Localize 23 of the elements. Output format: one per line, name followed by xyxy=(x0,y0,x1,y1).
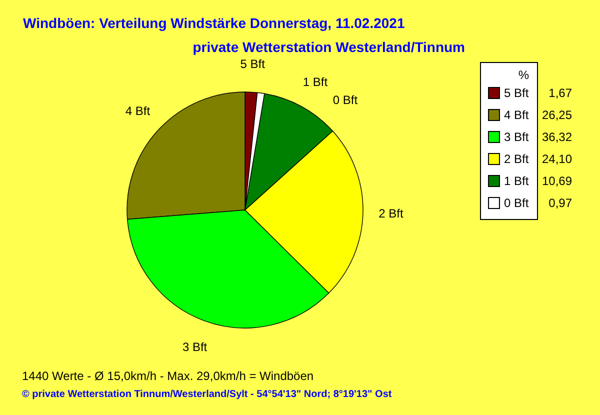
category-label: 0 Bft xyxy=(332,92,358,107)
data-label: 36,32 xyxy=(542,130,572,144)
legend-label: 4 Bft xyxy=(504,108,530,122)
data-label: 0,97 xyxy=(548,196,572,210)
text: © private Wetterstation Tinnum/Westerland/Sylt - 54°54'13" Nord; 8°19'13" Ost xyxy=(22,389,392,400)
legend-label: 1 Bft xyxy=(504,174,530,188)
legend-label: 0 Bft xyxy=(504,196,530,210)
data-label: 26,25 xyxy=(542,108,572,122)
chart-subtitle: private Wetterstation Westerland/Tinnum xyxy=(192,39,465,55)
slice-label: 2 Bft xyxy=(378,206,404,220)
data-label: 1,67 xyxy=(548,86,572,100)
slice-label: 1 Bft xyxy=(302,74,328,89)
legend-label: 2 Bft xyxy=(504,152,530,166)
chart-title: Windböen: Verteilung Windstärke Donnerstag, 11.02.2021 xyxy=(23,15,405,31)
data-label: 10,69 xyxy=(542,174,572,188)
slice-label: 4 Bft xyxy=(125,104,151,118)
legend-title: % xyxy=(518,68,530,82)
legend-label: 5 Bft xyxy=(504,86,530,100)
slice-label: 3 Bft xyxy=(182,340,208,354)
slice-label: 5 Bft xyxy=(240,57,266,72)
text: 1440 Werte - Ø 15,0km/h - Max. 29,0km/h = Windböen xyxy=(22,369,314,383)
legend-label: 3 Bft xyxy=(504,130,530,144)
data-label: 24,10 xyxy=(542,152,572,166)
